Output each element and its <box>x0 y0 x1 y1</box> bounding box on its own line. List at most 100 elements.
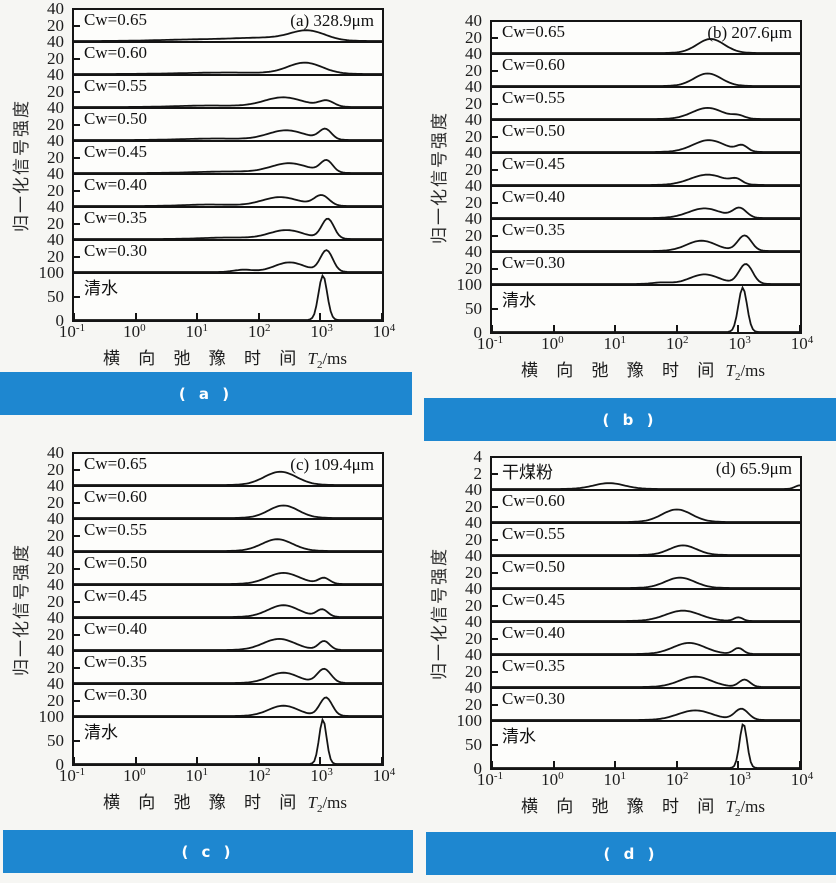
trace-label: Cw=0.45 <box>502 154 565 173</box>
plot-rows-b: 40 20 Cw=0.65 (b) 207.6μm 40 20 Cw=0.60 40 20 Cw=… <box>457 12 802 342</box>
x-tick-exponent: 0 <box>140 322 146 334</box>
trace-label: Cw=0.35 <box>84 208 147 227</box>
trace-path <box>74 696 382 716</box>
x-tick-base: 10 <box>247 766 265 785</box>
subplot-row: 40 20 Cw=0.40 <box>465 613 800 654</box>
x-tick-base: 10 <box>603 770 621 789</box>
trace-label: Cw=0.65 <box>84 10 147 29</box>
x-axis-unit-rest: /ms <box>740 361 766 380</box>
y-tick-label: 40 <box>47 164 64 183</box>
trace-curve <box>492 723 800 768</box>
trace-label: Cw=0.55 <box>84 76 147 95</box>
x-axis-unit-symbol: T <box>307 349 317 368</box>
y-tick-label: 40 <box>47 542 64 561</box>
panel-a: 归一化信号强度 40 20 Cw=0.65 (a) 328.9μm 40 20 Cw=0.6… <box>0 0 418 435</box>
y-tick-label: 40 <box>47 197 64 216</box>
y-tick-label: 20 <box>47 246 64 266</box>
y-tick-mark <box>492 604 498 607</box>
trace-label: Cw=0.40 <box>84 175 147 194</box>
trace-curve <box>492 173 800 185</box>
trace-label: Cw=0.35 <box>84 652 147 671</box>
trace-path <box>492 206 800 218</box>
trace-path <box>74 217 382 239</box>
y-tick-label: 20 <box>465 192 482 212</box>
caption-banner-d: ( d ) <box>426 832 836 875</box>
subplot-row: 40 20 Cw=0.55 <box>465 78 800 119</box>
x-tick-base: 10 <box>603 334 621 353</box>
x-tick-base: 10 <box>728 770 746 789</box>
y-tick-label: 20 <box>47 147 64 167</box>
x-tick-base: 10 <box>247 322 265 341</box>
trace-label: 清水 <box>502 727 536 746</box>
y-tick-label: 20 <box>47 624 64 644</box>
x-tick-exponent: -1 <box>75 322 86 334</box>
y-tick-label: 40 <box>47 230 64 249</box>
x-tick-exponent: 2 <box>682 770 689 782</box>
y-tick-label: 40 <box>47 98 64 117</box>
y-tick-mark <box>492 703 498 706</box>
y-tick-mark <box>74 666 80 669</box>
panel-c: 归一化信号强度 40 20 Cw=0.65 (c) 109.4μm 40 20 Cw=0.6… <box>0 444 418 879</box>
y-tick-label: 40 <box>465 11 482 30</box>
y-tick-label: 40 <box>465 110 482 129</box>
y-tick-mark <box>492 168 498 171</box>
y-tick-label: 20 <box>465 529 482 549</box>
trace-label: Cw=0.50 <box>502 121 565 140</box>
x-axis-unit-rest: /ms <box>322 349 348 368</box>
y-tick-label: 20 <box>465 27 482 47</box>
plot-zone-c: 40 20 Cw=0.65 (c) 109.4μm 40 20 Cw=0.60 40 20 Cw=… <box>39 444 384 774</box>
x-axis-unit-subscript: 2 <box>734 807 741 819</box>
plot-zone-b: 40 20 Cw=0.65 (b) 207.6μm 40 20 Cw=0.60 40 20 Cw=… <box>457 12 802 342</box>
y-tick-mark <box>492 135 498 138</box>
trace-curve <box>74 274 382 320</box>
trace-label: Cw=0.60 <box>84 43 147 62</box>
subplot-row: 40 20 Cw=0.55 <box>47 66 382 107</box>
trace-path <box>492 723 800 768</box>
x-tick-base: 10 <box>541 334 559 353</box>
x-tick-base: 10 <box>58 766 76 785</box>
trace-label: Cw=0.45 <box>502 590 565 609</box>
trace-curve <box>74 718 382 764</box>
x-tick-exponent: 1 <box>202 766 209 778</box>
x-tick-base: 10 <box>790 770 808 789</box>
trace-curve <box>74 61 382 74</box>
y-tick-label: 40 <box>47 575 64 594</box>
y-tick-label: 50 <box>47 731 64 750</box>
subplot-row: 40 20 Cw=0.35 <box>465 646 800 687</box>
y-tick-mark <box>74 600 80 603</box>
y-tick-label: 40 <box>47 608 64 627</box>
y-tick-mark <box>492 637 498 640</box>
subplot-row: 40 20 Cw=0.65 (a) 328.9μm <box>47 0 382 41</box>
x-tick-label: 102 <box>248 322 271 342</box>
subplot-row: 40 20 Cw=0.60 <box>47 33 382 74</box>
plot-zone-d: 4 2 干煤粉 (d) 65.9μm 40 20 Cw=0.60 40 20 Cw=0.55 40 2… <box>457 448 802 778</box>
y-tick-label: 20 <box>465 225 482 245</box>
subplot-row: 40 20 Cw=0.55 <box>47 510 382 551</box>
trace-curve <box>74 696 382 716</box>
trace-curve <box>492 707 800 720</box>
x-tick-base: 10 <box>665 770 683 789</box>
y-tick-label: 40 <box>465 612 482 631</box>
x-axis-unit-symbol: T <box>307 793 317 812</box>
trace-path <box>74 249 382 272</box>
trace-label: Cw=0.55 <box>502 524 565 543</box>
y-tick-mark <box>492 308 498 310</box>
y-tick-mark <box>492 472 498 475</box>
trace-curve <box>74 96 382 107</box>
trace-path <box>492 234 800 251</box>
x-tick-label: 10-1 <box>59 766 85 786</box>
panel-d: 归一化信号强度 4 2 干煤粉 (d) 65.9μm 40 20 Cw=0.60 40 20 Cw… <box>418 448 836 883</box>
trace-curve <box>492 234 800 251</box>
trace-path <box>74 604 382 617</box>
y-tick-mark <box>492 538 498 541</box>
trace-path <box>492 263 800 284</box>
x-tick-exponent: 1 <box>620 334 627 346</box>
x-tick-label: 100 <box>123 766 146 786</box>
subplot-row: 40 20 Cw=0.65 (b) 207.6μm <box>465 12 800 53</box>
trace-path <box>74 538 382 551</box>
y-tick-label: 20 <box>47 81 64 101</box>
y-tick-mark <box>74 90 80 93</box>
x-tick-exponent: 4 <box>389 766 396 778</box>
y-tick-label: 20 <box>465 496 482 516</box>
x-tick-label: 103 <box>310 766 333 786</box>
